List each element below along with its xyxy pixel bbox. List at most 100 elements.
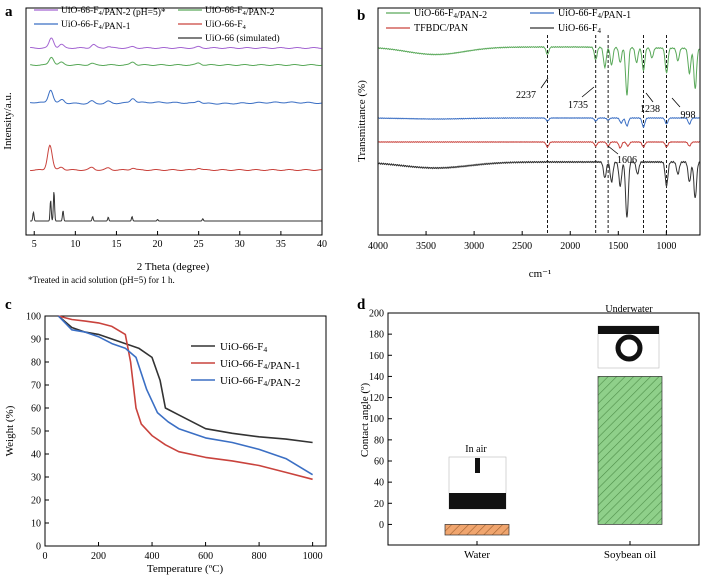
tga-curve-2 — [57, 315, 314, 476]
c-y-tick-label: 30 — [31, 473, 41, 484]
d-y-tick-label: 200 — [369, 309, 384, 320]
c-legend-label: UiO-66-F4 — [220, 341, 267, 354]
b-arrow — [607, 145, 619, 155]
panel-b-curves — [378, 45, 700, 218]
c-x-tick-label: 800 — [252, 551, 267, 562]
panel-d-letter: d — [357, 297, 366, 313]
underwater-label: Underwater — [605, 304, 653, 315]
c-x-tick-label: 200 — [91, 551, 106, 562]
b-x-tick-label: 1500 — [608, 241, 628, 252]
c-x-tick-label: 600 — [198, 551, 213, 562]
a-x-tick-label: 15 — [111, 239, 121, 250]
b-x-tick-label: 2000 — [560, 241, 580, 252]
b-legend-label: UiO-66-F4/PAN-1 — [558, 8, 631, 21]
a-legend-label: UiO-66-F4/PAN-2 — [205, 6, 275, 18]
underwater-inset-image — [597, 325, 660, 369]
d-y-tick-label: 180 — [369, 330, 384, 341]
b-arrow — [581, 86, 595, 98]
c-y-tick-label: 50 — [31, 427, 41, 438]
b-x-tick-label: 3500 — [416, 241, 436, 252]
panel-b-letter: b — [357, 8, 365, 24]
c-y-tick-label: 20 — [31, 496, 41, 507]
a-legend-label: UiO-66-F4/PAN-1 — [61, 20, 131, 32]
xrd-curve-2 — [30, 89, 322, 105]
c-y-tick-label: 60 — [31, 404, 41, 415]
in-air-label: In air — [465, 444, 487, 455]
d-x-tick-label: Soybean oil — [604, 549, 656, 561]
panel-c-x-ticks: 0 200 400 600 800 1000 — [43, 542, 323, 562]
a-x-tick-label: 30 — [235, 239, 245, 250]
c-y-tick-label: 90 — [31, 335, 41, 346]
panel-d-y-label: Contact angle (º) — [359, 383, 371, 458]
d-y-tick-label: 40 — [374, 478, 384, 489]
d-y-tick-label: 60 — [374, 457, 384, 468]
ftir-curve-0 — [378, 45, 700, 96]
a-x-tick-label: 40 — [317, 239, 327, 250]
panel-a-xrd: a UiO-66-F4/PAN-2 (pH=5)* UiO-66-F4/PAN-2… — [2, 4, 327, 285]
a-legend-label: UiO-66-F4/PAN-2 (pH=5)* — [61, 6, 166, 18]
b-annotation-label: 1238 — [640, 104, 660, 115]
xrd-curve-3 — [30, 144, 322, 172]
a-x-tick-label: 5 — [32, 239, 37, 250]
panel-a-frame — [25, 7, 323, 236]
c-y-tick-label: 10 — [31, 519, 41, 530]
ftir-curve-2 — [378, 141, 700, 149]
ftir-curve-1 — [378, 117, 700, 129]
b-arrow — [671, 97, 681, 108]
a-x-tick-label: 20 — [153, 239, 163, 250]
d-y-tick-label: 20 — [374, 499, 384, 510]
panel-c-y-ticks: 0 10 20 30 40 50 60 70 80 90 100 — [26, 312, 49, 553]
panel-a-x-label: 2 Theta (degree) — [137, 261, 210, 273]
c-y-tick-label: 80 — [31, 358, 41, 369]
b-annotation-label: 1606 — [617, 155, 637, 166]
panel-b-reference-lines — [547, 35, 668, 235]
c-legend-label: UiO-66-F4/PAN-2 — [220, 375, 300, 389]
panel-a-curves — [30, 37, 322, 222]
b-arrow — [540, 77, 549, 89]
panel-d-bars — [444, 376, 663, 536]
b-arrow — [645, 92, 654, 103]
tga-curve-1 — [58, 315, 313, 481]
b-x-tick-label: 2500 — [512, 241, 532, 252]
b-legend-label: UiO-66-F4 — [558, 23, 601, 35]
a-x-tick-label: 10 — [70, 239, 80, 250]
panel-c-curves — [57, 315, 314, 481]
panel-d-frame — [387, 312, 700, 546]
d-y-tick-label: 80 — [374, 435, 384, 446]
panel-d-y-ticks: 0 20 40 60 80 100 120 140 160 180 200 — [369, 309, 392, 531]
a-legend-label: UiO-66-F4 — [205, 20, 247, 31]
d-x-tick-label: Water — [464, 549, 490, 561]
b-annotation-label: 1735 — [568, 100, 588, 111]
c-y-tick-label: 0 — [36, 542, 41, 553]
panel-b-frame — [377, 7, 701, 236]
d-y-tick-label: 120 — [369, 393, 384, 404]
panel-d-x-labels: Water Soybean oil — [464, 541, 656, 561]
panel-a-legend: UiO-66-F4/PAN-2 (pH=5)* UiO-66-F4/PAN-2 Ui… — [34, 6, 280, 44]
panel-c-legend: UiO-66-F4 UiO-66-F4/PAN-1 UiO-66-F4/PAN-2 — [191, 341, 300, 389]
bar-soybean-oil — [597, 376, 663, 525]
panel-c-x-label: Temperature (ºC) — [147, 563, 224, 575]
a-legend-label: UiO-66 (simulated) — [205, 33, 280, 44]
b-x-tick-label: 1000 — [656, 241, 676, 252]
c-x-tick-label: 400 — [145, 551, 160, 562]
b-annotation-label: 2237 — [516, 90, 536, 101]
b-annotation-label: 998 — [681, 110, 696, 121]
xrd-curve-0 — [30, 37, 322, 49]
panel-b-x-label: cm⁻¹ — [529, 268, 552, 280]
c-y-tick-label: 70 — [31, 381, 41, 392]
panel-c-y-label: Weight (%) — [4, 405, 16, 456]
in-air-inset-image — [448, 456, 507, 510]
b-x-tick-label: 4000 — [368, 241, 388, 252]
c-x-tick-label: 1000 — [303, 551, 323, 562]
panel-b-ftir: b UiO-66-F4/PAN-2 UiO-66-F4/PAN-1 TFBDC/PA… — [356, 7, 701, 280]
bar-water — [444, 524, 510, 536]
c-y-tick-label: 100 — [26, 312, 41, 323]
b-x-tick-label: 3000 — [464, 241, 484, 252]
b-legend-label: UiO-66-F4/PAN-2 — [414, 8, 487, 21]
panel-d-contact-angle: d 0 20 40 60 80 100 120 140 160 180 200 Water Soybe… — [357, 297, 700, 561]
c-y-tick-label: 40 — [31, 450, 41, 461]
panel-a-y-label: Intensity/a.u. — [2, 92, 14, 150]
panel-c-tga: c 0 10 20 30 40 50 60 70 80 90 100 0 200 400 600 800 10… — [4, 297, 327, 575]
xrd-curve-4 — [30, 192, 322, 222]
